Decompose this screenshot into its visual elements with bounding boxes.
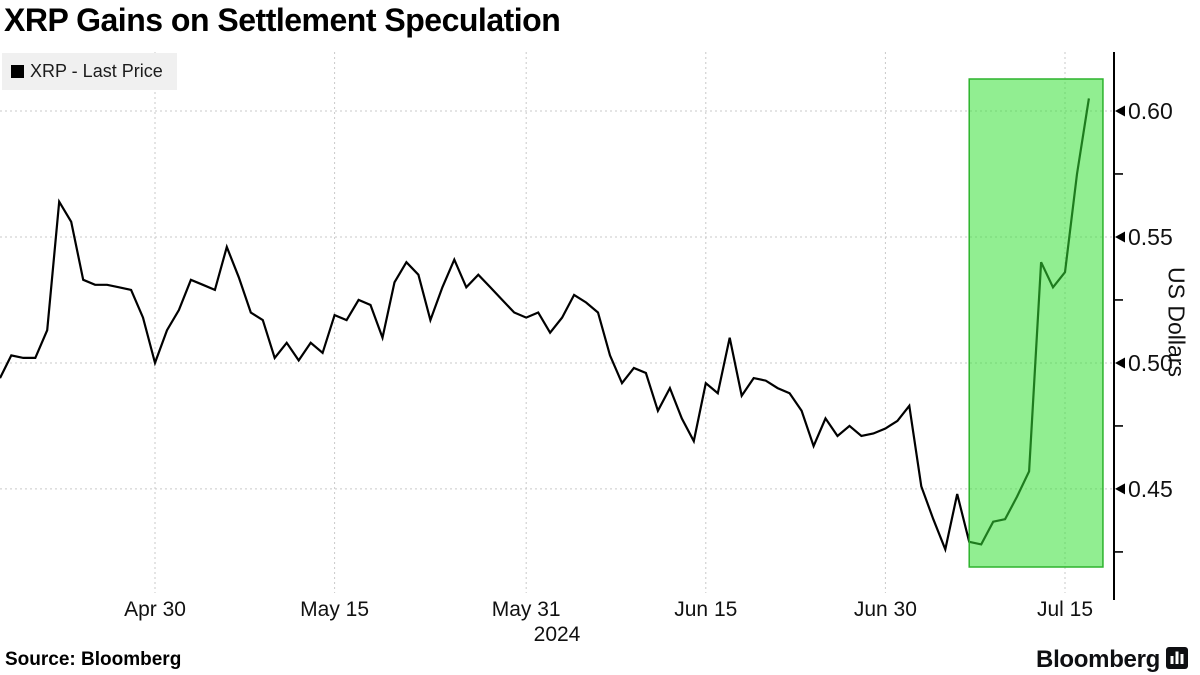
y-tick-marker: [1115, 357, 1125, 369]
y-tick-label: 0.50: [1128, 350, 1173, 376]
y-axis-title: US Dollars: [1163, 267, 1190, 377]
legend-label: XRP - Last Price: [30, 61, 163, 81]
y-tick-marker: [1115, 483, 1125, 495]
x-tick-label: Jun 30: [854, 598, 917, 621]
source-label: Source: Bloomberg: [5, 649, 182, 670]
y-tick-marker: [1115, 231, 1125, 243]
bloomberg-logo-icon: [1166, 646, 1188, 674]
y-tick-label: 0.55: [1128, 224, 1173, 250]
y-tick-label: 0.60: [1128, 98, 1173, 124]
legend-swatch-icon: [11, 65, 24, 78]
x-tick-label: Apr 30: [124, 598, 186, 621]
legend: XRP - Last Price: [2, 53, 177, 90]
highlight-band: [968, 78, 1104, 568]
bloomberg-logo-text: Bloomberg: [1036, 646, 1160, 673]
chart-title: XRP Gains on Settlement Speculation: [4, 2, 561, 38]
bloomberg-logo: Bloomberg: [1036, 646, 1188, 674]
x-tick-label: May 31: [492, 598, 561, 621]
x-tick-label: Jun 15: [674, 598, 737, 621]
y-tick-marker: [1115, 105, 1125, 117]
x-axis-year-label: 2024: [534, 623, 581, 646]
price-line: [0, 98, 1090, 554]
x-tick-label: May 15: [300, 598, 369, 621]
x-tick-label: Jul 15: [1037, 598, 1093, 621]
y-tick-label: 0.45: [1128, 476, 1173, 502]
